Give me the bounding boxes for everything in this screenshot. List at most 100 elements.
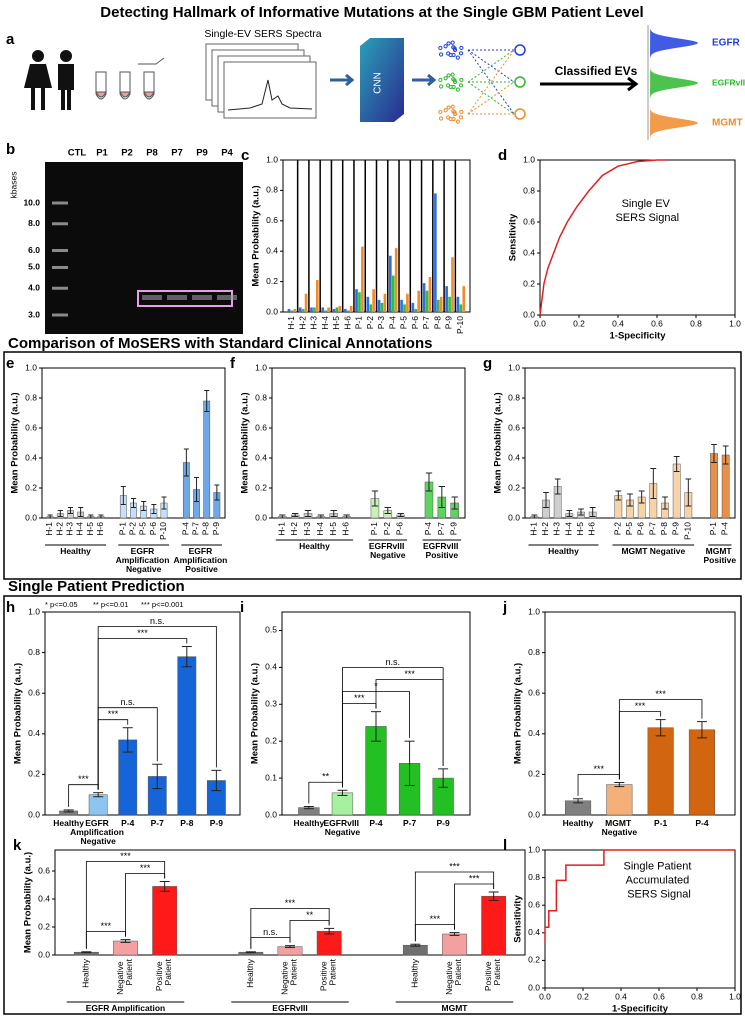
panel-label: e	[6, 355, 14, 372]
label-group: P-5	[399, 316, 409, 330]
x-tick-label: P-4	[181, 522, 191, 536]
label-group: P-5	[624, 522, 634, 536]
label-group: H-1	[286, 316, 296, 330]
label-group: P-1	[354, 316, 364, 330]
significance-bracket	[414, 871, 495, 942]
y-axis-title: Mean Probability (a.u.)	[13, 663, 24, 764]
bar	[459, 304, 463, 312]
x-tick-label: 0.8	[690, 318, 702, 328]
bar	[411, 302, 415, 312]
significance-label: ***	[404, 669, 415, 679]
bar	[710, 453, 718, 519]
gel-image	[45, 162, 243, 334]
y-axis-title: Sensitivity	[508, 213, 519, 261]
x-tick-label: 0.4	[615, 991, 627, 1001]
y-axis-title: Mean Probability (a.u.)	[23, 852, 34, 953]
lane-label: P4	[221, 148, 233, 159]
ladder-band	[52, 313, 68, 317]
bar	[606, 784, 633, 816]
section-box	[3, 595, 742, 1015]
label-group: H-3	[552, 522, 562, 536]
ladder-band	[52, 249, 68, 253]
significance-label: ***	[78, 774, 89, 784]
y-tick-label: 0.0	[523, 309, 535, 319]
label-group: Healthy	[245, 958, 255, 988]
ev-dot	[438, 77, 443, 83]
bar	[88, 794, 108, 816]
x-tick-label: Healthy	[81, 958, 91, 988]
panel-label: g	[483, 355, 492, 372]
y-axis-title: Mean Probability (a.u.)	[250, 663, 261, 764]
x-tick-label: P-10	[455, 316, 465, 334]
plot-frame	[544, 611, 736, 816]
spectra-title: Single-EV SERS Spectra	[204, 28, 321, 40]
label-group: H-3	[309, 316, 319, 330]
x-tick-label: P-10	[683, 522, 693, 540]
ladder-band	[52, 222, 68, 226]
bar	[394, 248, 398, 312]
y-axis-title: Sensitivity	[513, 895, 524, 943]
edge	[467, 49, 515, 115]
bar	[293, 308, 297, 312]
significance-bracket	[85, 861, 166, 949]
y-tick-label: 0.0	[508, 512, 520, 522]
y-tick-label: 0.4	[266, 245, 278, 255]
ev-dot	[451, 116, 456, 122]
bar	[327, 307, 330, 312]
significance-label: ***	[469, 873, 480, 883]
y-tick-label: 0.8	[266, 185, 278, 195]
bar	[462, 286, 466, 312]
x-tick-label: H-2	[55, 522, 65, 536]
bar	[358, 292, 361, 312]
significance-label: ***	[354, 693, 365, 703]
group-label: MGMT Positive	[704, 546, 737, 565]
x-tick-label: 1.0	[729, 991, 741, 1001]
x-tick-label: H-5	[85, 522, 95, 536]
label-group: P-2	[382, 522, 392, 536]
x-tick-label: H-3	[552, 522, 562, 536]
bar	[177, 656, 197, 816]
x-tick-label: 0.2	[577, 991, 589, 1001]
label-group: H-5	[331, 316, 341, 330]
gel-band	[167, 295, 187, 300]
label-group: P-3	[376, 316, 386, 330]
x-tick-label: H-6	[95, 522, 105, 536]
label-group: H-5	[85, 522, 95, 536]
ev-dot	[451, 84, 456, 90]
x-tick-label: P-4	[369, 818, 383, 828]
x-tick-label: P-7	[648, 522, 658, 536]
ev-dot	[458, 83, 464, 88]
gel-unit: kbases	[8, 172, 18, 199]
gel-band	[142, 295, 162, 300]
label-group: P-4	[720, 522, 730, 536]
lane-label: P9	[196, 148, 208, 159]
y-tick-label: 0.2	[265, 735, 277, 745]
panel-label: f	[230, 355, 236, 372]
bar	[324, 310, 327, 312]
label-group: P-4	[181, 522, 191, 536]
significance-bracket	[618, 699, 703, 780]
x-tick-label: EGFR Amplification Negative	[70, 818, 126, 846]
figure-title: Detecting Hallmark of Informative Mutati…	[100, 4, 643, 21]
lane-label: P1	[96, 148, 108, 159]
panel-label: i	[240, 599, 244, 616]
y-tick-label: 0.8	[508, 392, 520, 402]
lane-label: P7	[171, 148, 183, 159]
group-label: EGFR Amplification Negative	[116, 546, 172, 574]
group-label: Healthy	[548, 546, 579, 556]
y-tick-label: 1.0	[266, 154, 278, 164]
significance-label: ***	[101, 921, 112, 931]
x-tick-label: H-4	[315, 522, 325, 536]
label-group: Positive Patient	[483, 958, 502, 991]
bar	[361, 246, 364, 312]
x-tick-label: P-10	[158, 522, 168, 540]
x-tick-label: P-9	[437, 818, 451, 828]
label-group: P-9	[671, 522, 681, 536]
y-tick-label: 0.6	[528, 687, 540, 697]
y-tick-label: 0.8	[523, 185, 535, 195]
significance-label: n.s.	[150, 616, 165, 626]
y-tick-label: 0.4	[528, 927, 540, 937]
label-group: H-5	[575, 522, 585, 536]
x-tick-label: Negative Patient	[115, 958, 134, 995]
ev-dot	[446, 105, 451, 110]
